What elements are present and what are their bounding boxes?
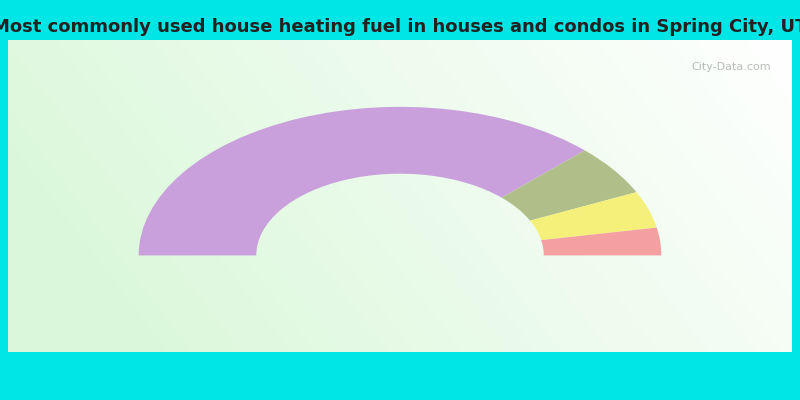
Text: Most commonly used house heating fuel in houses and condos in Spring City, UT: Most commonly used house heating fuel in… [0,18,800,36]
Wedge shape [502,150,637,221]
Wedge shape [541,228,662,256]
Wedge shape [530,192,657,240]
Wedge shape [138,107,585,256]
Text: City-Data.com: City-Data.com [691,62,771,72]
